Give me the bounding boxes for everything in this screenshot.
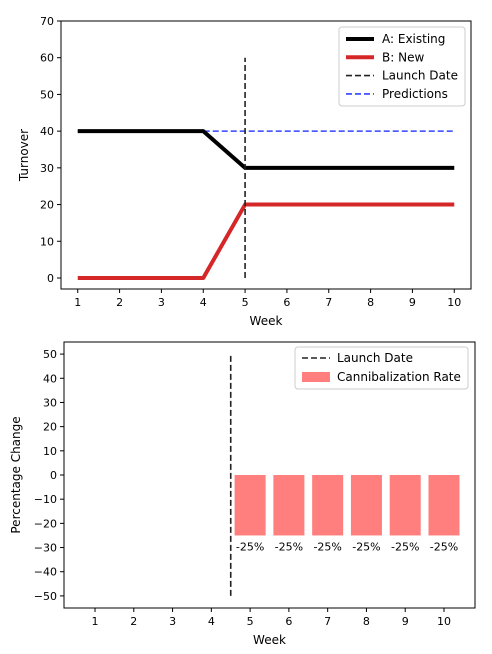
y-tick-label: 50 (40, 88, 54, 101)
x-tick-label: 9 (402, 615, 409, 628)
series-line-0 (77, 129, 455, 170)
y-tick-label: 40 (40, 125, 54, 138)
y-tick-label: 0 (47, 272, 54, 285)
bar-data-label: -25% (236, 540, 264, 553)
y-tick-label: 50 (43, 348, 57, 361)
x-tick-label: 7 (324, 615, 331, 628)
legend-label: Launch Date (382, 69, 458, 83)
plot-frame (60, 20, 472, 290)
legend-label: Cannibalization Rate (337, 370, 461, 384)
legend-label: Predictions (382, 87, 448, 101)
x-tick-label: 2 (116, 296, 123, 309)
x-tick-label: 10 (447, 296, 461, 309)
y-axis-label: Turnover (17, 129, 31, 182)
x-tick-label: 8 (363, 615, 370, 628)
x-tick-label: 4 (200, 296, 207, 309)
x-tick-label: 5 (247, 615, 254, 628)
bar-data-label: -25% (313, 540, 341, 553)
y-axis-label: Percentage Change (9, 416, 23, 533)
bar (234, 475, 266, 536)
legend-box (338, 26, 466, 107)
x-tick-label: 8 (367, 296, 374, 309)
bar (389, 475, 421, 536)
legend-label: Launch Date (337, 351, 413, 365)
x-tick-label: 1 (92, 615, 99, 628)
legend-box (294, 346, 469, 390)
y-tick-label: −10 (34, 493, 57, 506)
legend-swatch (302, 372, 330, 382)
turnover-line-chart: 1 2 3 4 5 6 7 8 9 10 0 10 20 30 40 50 60 70 Week Turnover A:… (17, 15, 472, 328)
bar-data-label: -25% (275, 540, 303, 553)
bar (312, 475, 344, 536)
bar (273, 475, 305, 536)
bar-data-label: -25% (352, 540, 380, 553)
y-tick-label: 40 (43, 372, 57, 385)
y-tick-label: −30 (34, 542, 57, 555)
x-tick-label: 3 (158, 296, 165, 309)
y-tick-label: 30 (40, 162, 54, 175)
x-tick-label: 10 (437, 615, 451, 628)
y-tick-label: −50 (34, 590, 57, 603)
bar-data-label: -25% (430, 540, 458, 553)
y-tick-label: 10 (40, 235, 54, 248)
y-tick-label: −20 (34, 517, 57, 530)
y-tick-label: 20 (40, 199, 54, 212)
x-tick-label: 6 (285, 615, 292, 628)
y-tick-label: 0 (50, 469, 57, 482)
legend-label: B: New (382, 50, 424, 64)
x-tick-label: 5 (242, 296, 249, 309)
bar (428, 475, 460, 536)
x-tick-label: 4 (208, 615, 215, 628)
x-tick-label: 7 (325, 296, 332, 309)
x-tick-label: 9 (409, 296, 416, 309)
x-tick-label: 6 (283, 296, 290, 309)
y-tick-label: 10 (43, 445, 57, 458)
y-tick-label: 30 (43, 396, 57, 409)
x-axis-label: Week (250, 314, 283, 328)
series-line-1 (77, 202, 455, 280)
legend-label: A: Existing (382, 32, 445, 46)
bar (350, 475, 382, 536)
x-tick-label: 1 (74, 296, 81, 309)
cannibalization-bar-chart: -25% -25% -25% -25% -25% -25% 1 2 3 4 5 6 7 8 9 10 −50 −4… (9, 341, 476, 647)
x-tick-label: 3 (169, 615, 176, 628)
y-tick-label: 70 (40, 15, 54, 28)
y-tick-label: −40 (34, 566, 57, 579)
y-tick-label: 60 (40, 52, 54, 65)
y-tick-label: 20 (43, 421, 57, 434)
x-tick-label: 2 (130, 615, 137, 628)
bar-data-label: -25% (391, 540, 419, 553)
x-axis-label: Week (253, 633, 286, 647)
